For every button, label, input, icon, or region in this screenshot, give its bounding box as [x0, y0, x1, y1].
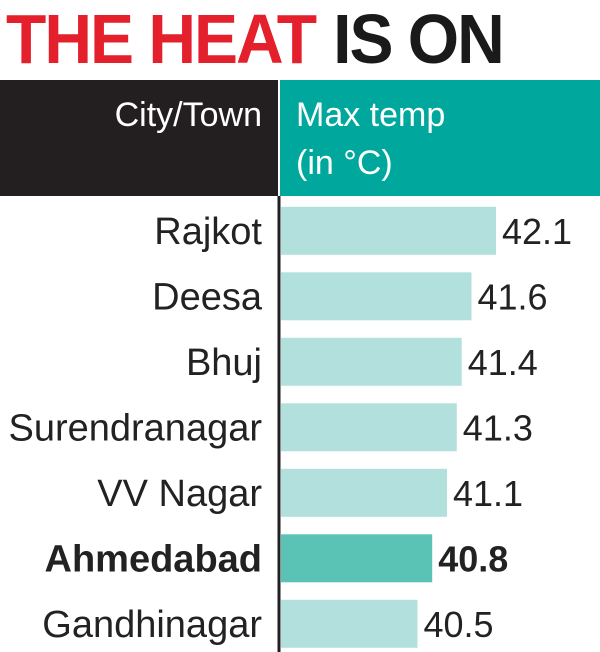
bars-group: Rajkot 42.1 Deesa 41.6 Bhuj 41.4 Surendranagar… — [8, 206, 572, 648]
category-label: VV Nagar — [97, 473, 262, 515]
category-label: Deesa — [152, 276, 263, 318]
category-label: Ahmedabad — [45, 538, 262, 580]
bar-gandhinagar — [281, 599, 418, 648]
value-label: 41.4 — [468, 342, 538, 383]
header-value-label-line2: (in °C) — [296, 144, 393, 182]
bar-deesa — [281, 272, 472, 321]
category-label: Bhuj — [186, 342, 262, 384]
value-label: 41.1 — [453, 473, 523, 514]
value-label: 40.5 — [424, 604, 494, 645]
bar-vv-nagar — [281, 468, 447, 517]
bar-ahmedabad — [281, 534, 433, 583]
category-label: Surendranagar — [8, 407, 262, 449]
header-category-label: City/Town — [115, 96, 262, 134]
category-label: Gandhinagar — [42, 604, 262, 646]
header-right-background — [280, 80, 600, 196]
header-left-background — [0, 80, 278, 196]
category-label: Rajkot — [154, 211, 262, 253]
title-part-black: IS ON — [333, 0, 505, 78]
value-label: 42.1 — [502, 211, 572, 252]
value-label: 40.8 — [438, 538, 508, 579]
bar-rajkot — [281, 206, 496, 255]
value-label: 41.3 — [463, 407, 533, 448]
bar-chart: City/Town Max temp (in °C) Rajkot 42.1 Dee… — [0, 80, 600, 652]
bar-bhuj — [281, 337, 462, 386]
value-label: 41.6 — [478, 276, 548, 317]
bar-surendranagar — [281, 403, 457, 452]
title-part-red: THE HEAT — [6, 0, 317, 78]
chart-title: THE HEAT IS ON — [6, 0, 600, 80]
header-value-label-line1: Max temp — [296, 96, 445, 134]
